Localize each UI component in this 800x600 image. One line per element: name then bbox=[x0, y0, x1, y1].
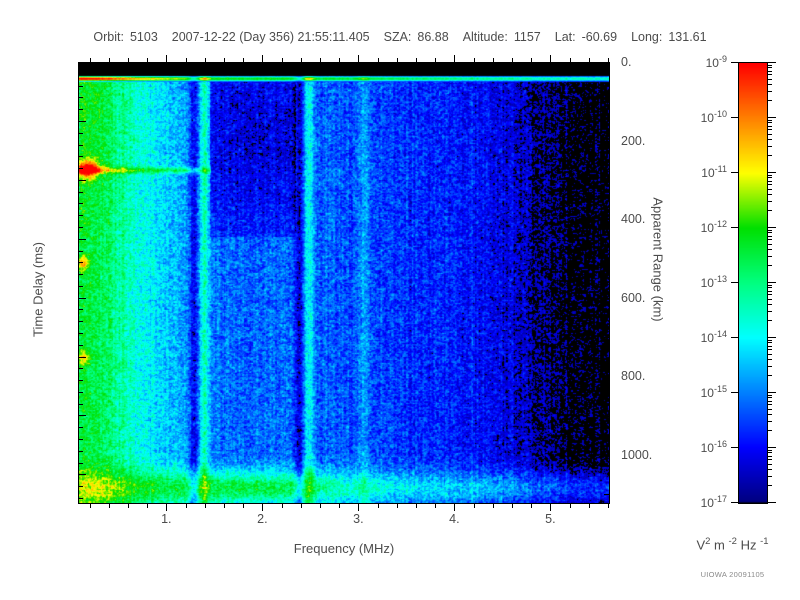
long-label: Long: bbox=[631, 30, 663, 44]
axis-tick bbox=[358, 503, 360, 511]
x-axis-tick-label: 3. bbox=[353, 512, 364, 526]
axis-tick bbox=[767, 227, 776, 228]
colorbar-tick-label: 10-11 bbox=[701, 164, 727, 180]
x-axis-tick-label: 1. bbox=[161, 512, 172, 526]
y-axis-title: Time Delay (ms) bbox=[30, 242, 46, 337]
sza-label: SZA: bbox=[383, 30, 412, 44]
altitude-label: Altitude: bbox=[462, 30, 508, 44]
colorbar-tick-label: 10-15 bbox=[700, 384, 727, 400]
axis-tick bbox=[767, 172, 776, 173]
y2-axis-title: Apparent Range (km) bbox=[650, 197, 666, 322]
colorbar-gradient bbox=[739, 63, 767, 503]
y2-axis-tick-label: 800. bbox=[621, 369, 646, 384]
ionogram-plot-area bbox=[78, 62, 610, 504]
orbit-label: Orbit: bbox=[93, 30, 124, 44]
y2-axis-tick-label: 0. bbox=[621, 55, 632, 69]
credit-label: UIOWA 20091105 bbox=[700, 570, 765, 579]
header-info-bar: Orbit: 5103 2007-12-22 (Day 356) 21:55:11.… bbox=[0, 30, 800, 44]
lat-value: -60.69 bbox=[581, 30, 618, 44]
axis-tick bbox=[550, 503, 552, 511]
colorbar-units-label: V2 m -2 Hz -1 bbox=[696, 536, 769, 553]
x-axis-bottom-ticks bbox=[78, 503, 610, 515]
axis-tick bbox=[454, 503, 456, 511]
orbit-value: 5103 bbox=[129, 30, 158, 44]
observation-datetime: 2007-12-22 (Day 356) 21:55:11.405 bbox=[171, 30, 370, 44]
y2-axis-tick-label: 600. bbox=[621, 290, 646, 305]
long-value: 131.61 bbox=[668, 30, 707, 44]
colorbar bbox=[738, 62, 768, 504]
x-axis-tick-label: 2. bbox=[257, 512, 268, 526]
colorbar-tick-label: 10-17 bbox=[700, 494, 727, 510]
axis-tick bbox=[767, 392, 776, 393]
axis-tick bbox=[262, 503, 264, 511]
axis-tick bbox=[767, 282, 776, 283]
altitude-value: 1157 bbox=[513, 30, 541, 44]
colorbar-right-ticks bbox=[767, 62, 777, 504]
y2-axis-tick-label: 200. bbox=[621, 133, 646, 148]
axis-tick bbox=[767, 62, 776, 63]
y2-axis-tick-label: 400. bbox=[621, 212, 646, 227]
axis-tick bbox=[166, 503, 168, 511]
axis-tick bbox=[767, 447, 776, 448]
axis-tick bbox=[767, 502, 776, 503]
axis-tick bbox=[767, 117, 776, 118]
sza-value: 86.88 bbox=[417, 30, 449, 44]
colorbar-tick-label: 10-14 bbox=[700, 329, 727, 345]
x-axis-title: Frequency (MHz) bbox=[293, 541, 395, 556]
colorbar-tick-label: 10-9 bbox=[705, 54, 727, 70]
x-axis-tick-label: 5. bbox=[545, 512, 556, 526]
lat-label: Lat: bbox=[554, 30, 576, 44]
x-axis-tick-label: 4. bbox=[449, 512, 460, 526]
colorbar-tick-label: 10-10 bbox=[700, 109, 727, 125]
colorbar-tick-label: 10-13 bbox=[700, 274, 727, 290]
spectrogram-heatmap bbox=[79, 63, 609, 503]
y2-axis-tick-label: 1000. bbox=[621, 447, 653, 462]
colorbar-tick-label: 10-16 bbox=[700, 439, 727, 455]
axis-tick bbox=[767, 337, 776, 338]
colorbar-tick-label: 10-12 bbox=[700, 219, 727, 235]
